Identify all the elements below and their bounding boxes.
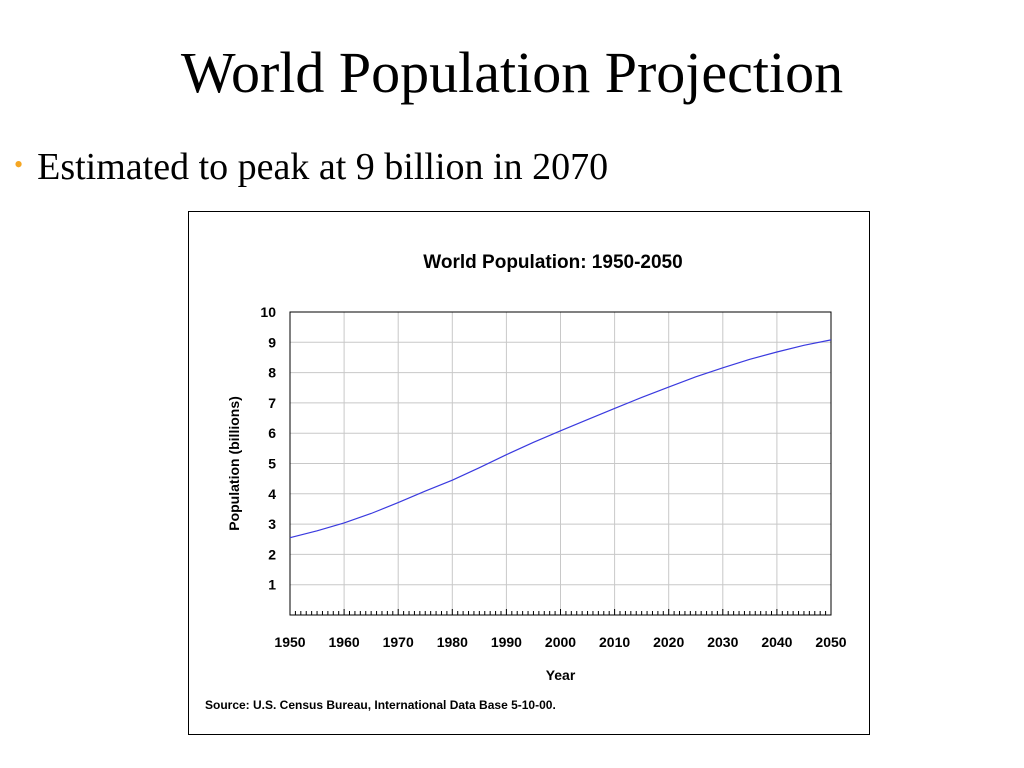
x-tick-label: 1960 xyxy=(329,634,360,650)
y-tick-label: 4 xyxy=(268,486,276,502)
bullet-dot-icon: • xyxy=(14,150,24,179)
x-tick-label: 2020 xyxy=(653,634,684,650)
y-tick-label: 2 xyxy=(268,546,276,562)
x-tick-labels: 1950 1960 1970 1980 1990 2000 2010 2020 2030 2040… xyxy=(274,634,846,650)
x-axis-label: Year xyxy=(546,667,576,683)
y-tick-label: 5 xyxy=(268,456,276,472)
y-tick-label: 9 xyxy=(268,334,276,350)
y-tick-label: 1 xyxy=(268,577,276,593)
x-tick-label: 1970 xyxy=(383,634,414,650)
bullet-row: • Estimated to peak at 9 billion in 2070 xyxy=(14,148,608,186)
series-line-world-population xyxy=(289,339,832,539)
y-axis-label: Population (billions) xyxy=(226,396,242,531)
population-chart: World Population: 1950-2050 12345678910 … xyxy=(205,252,847,712)
x-tick-label: 2000 xyxy=(545,634,576,650)
chart-title: World Population: 1950-2050 xyxy=(423,252,682,273)
y-tick-label: 8 xyxy=(268,365,276,381)
y-tick-label: 7 xyxy=(268,395,276,411)
chart-frame: World Population: 1950-2050 1 2 3 4 5 6 7 8 9 10 … xyxy=(188,211,870,735)
x-tick-label: 1950 xyxy=(274,634,305,650)
y-tick-label: 10 xyxy=(260,304,276,320)
x-tick-label: 2010 xyxy=(599,634,630,650)
x-tick-label: 2030 xyxy=(707,634,738,650)
slide-title: World Population Projection xyxy=(180,40,844,105)
y-tick-labels: 1 2 3 4 5 6 7 8 9 10 xyxy=(260,304,276,593)
source-note: Source: U.S. Census Bureau, Internationa… xyxy=(205,698,556,712)
bullet-text: Estimated to peak at 9 billion in 2070 xyxy=(37,146,609,188)
y-tick-label: 3 xyxy=(268,516,276,532)
x-tick-label: 1990 xyxy=(491,634,522,650)
plot-area-border xyxy=(289,311,832,616)
x-tick-label: 2050 xyxy=(815,634,846,650)
x-tick-label: 1980 xyxy=(437,634,468,650)
x-tick-label: 2040 xyxy=(761,634,792,650)
x-minor-ticks xyxy=(289,609,832,615)
grid xyxy=(289,311,832,615)
y-tick-label: 6 xyxy=(268,425,276,441)
